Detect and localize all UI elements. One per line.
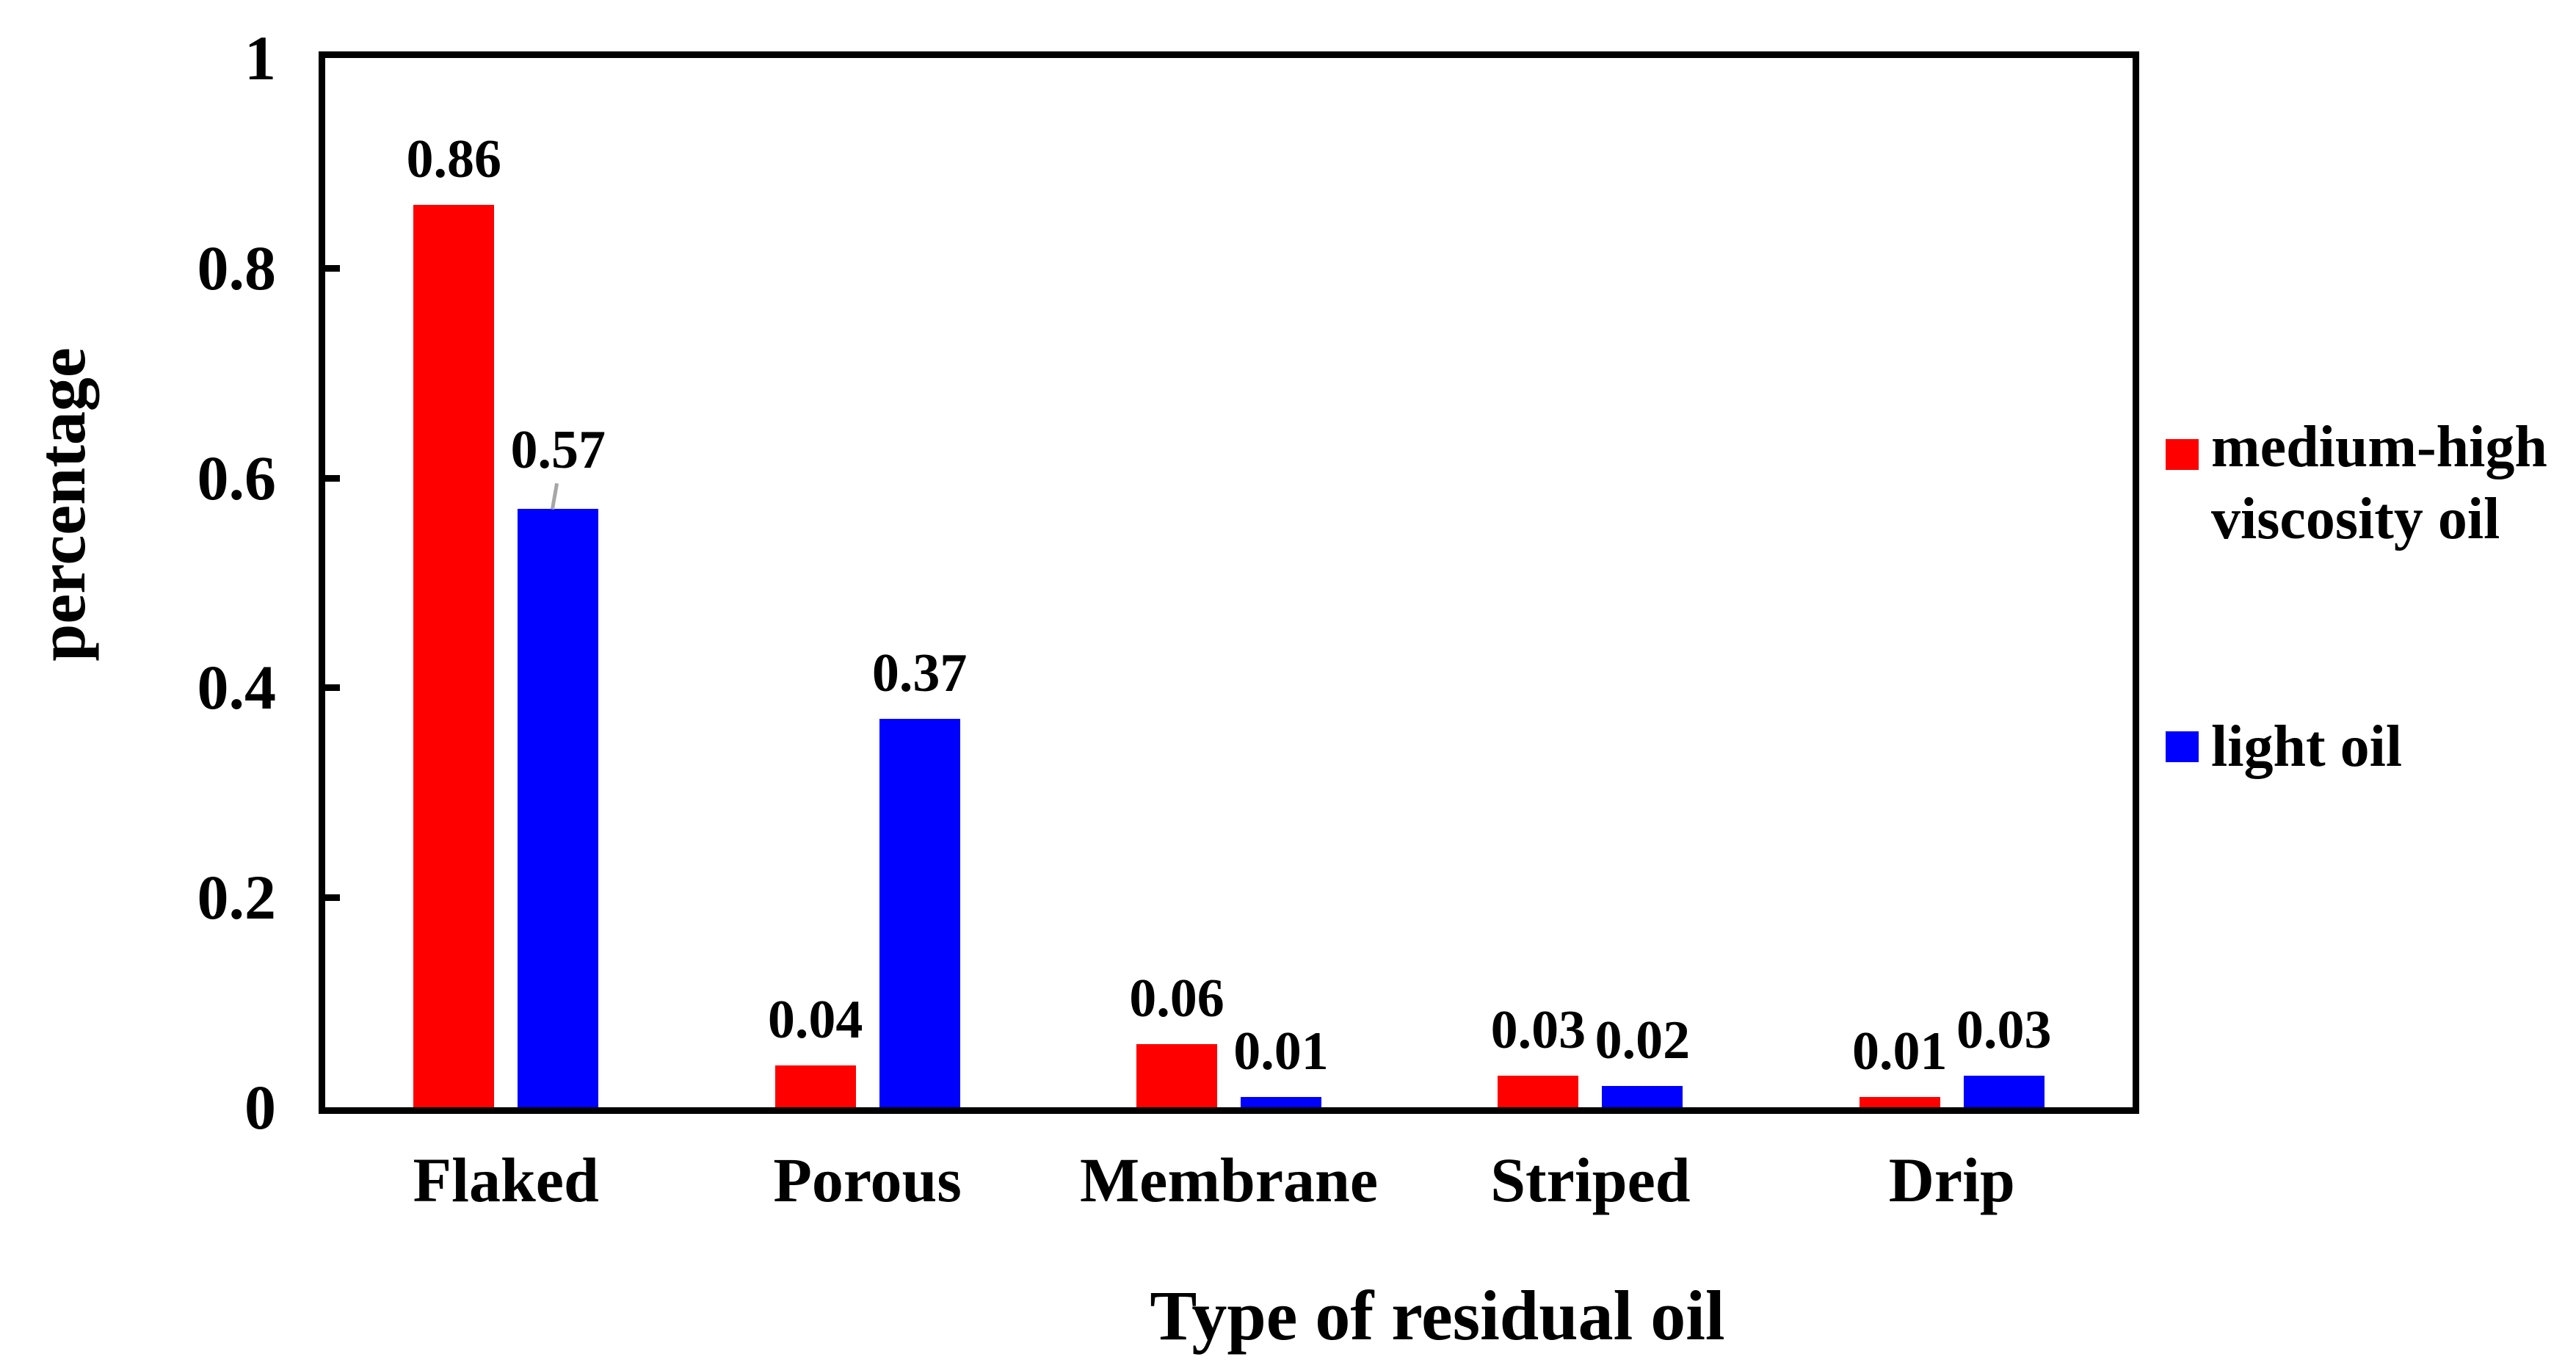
y-tick-label: 0.6 [197, 442, 277, 513]
y-tick-label: 1 [244, 23, 276, 93]
value-label: 0.37 [871, 643, 968, 703]
legend-label: medium-high viscosity oil [2211, 411, 2547, 555]
legend-label-line: medium-high [2211, 415, 2547, 479]
category-label-flaked: Flaked [413, 1145, 599, 1215]
category-label-drip: Drip [1888, 1145, 2015, 1215]
bar-light-oil-flaked [518, 509, 599, 1107]
y-tick-mark [325, 264, 340, 272]
bar-medium-high-viscosity-oil-porous [774, 1065, 856, 1107]
y-tick-label: 0.8 [197, 232, 277, 303]
value-label: 0.03 [1956, 1000, 2052, 1060]
value-label: 0.04 [767, 990, 863, 1050]
y-tick-label: 0.4 [197, 652, 277, 723]
value-label: 0.57 [510, 420, 606, 480]
category-label-porous: Porous [773, 1145, 962, 1215]
value-label: 0.86 [406, 129, 501, 189]
bar-medium-high-viscosity-oil-striped [1498, 1076, 1579, 1107]
y-tick-mark [325, 684, 340, 692]
category-label-membrane: Membrane [1080, 1145, 1378, 1215]
bar-light-oil-membrane [1241, 1097, 1321, 1107]
bar-medium-high-viscosity-oil-drip [1859, 1097, 1940, 1107]
y-tick-mark [325, 894, 340, 902]
bar-light-oil-striped [1602, 1086, 1683, 1107]
bar-medium-high-viscosity-oil-flaked [413, 205, 495, 1107]
y-tick-mark [325, 474, 340, 482]
value-label: 0.01 [1852, 1021, 1948, 1082]
value-label: 0.03 [1490, 1000, 1586, 1060]
legend-swatch-red [2166, 439, 2199, 470]
legend-label: light oil [2211, 711, 2402, 783]
plot-area [319, 51, 2139, 1114]
value-label: 0.01 [1233, 1021, 1329, 1082]
legend-swatch-blue [2166, 731, 2199, 762]
x-axis-title: Type of residual oil [1150, 1276, 1725, 1355]
bar-light-oil-drip [1963, 1076, 2045, 1107]
value-label: 0.02 [1594, 1010, 1691, 1071]
value-label: 0.06 [1129, 968, 1224, 1029]
category-label-striped: Striped [1490, 1145, 1691, 1215]
bar-light-oil-porous [879, 719, 960, 1107]
bar-medium-high-viscosity-oil-membrane [1136, 1044, 1217, 1107]
y-tick-label: 0.2 [197, 862, 277, 933]
legend-label-line: viscosity oil [2211, 487, 2500, 551]
y-tick-label: 0 [244, 1072, 276, 1143]
legend-label-line: light oil [2211, 714, 2403, 779]
